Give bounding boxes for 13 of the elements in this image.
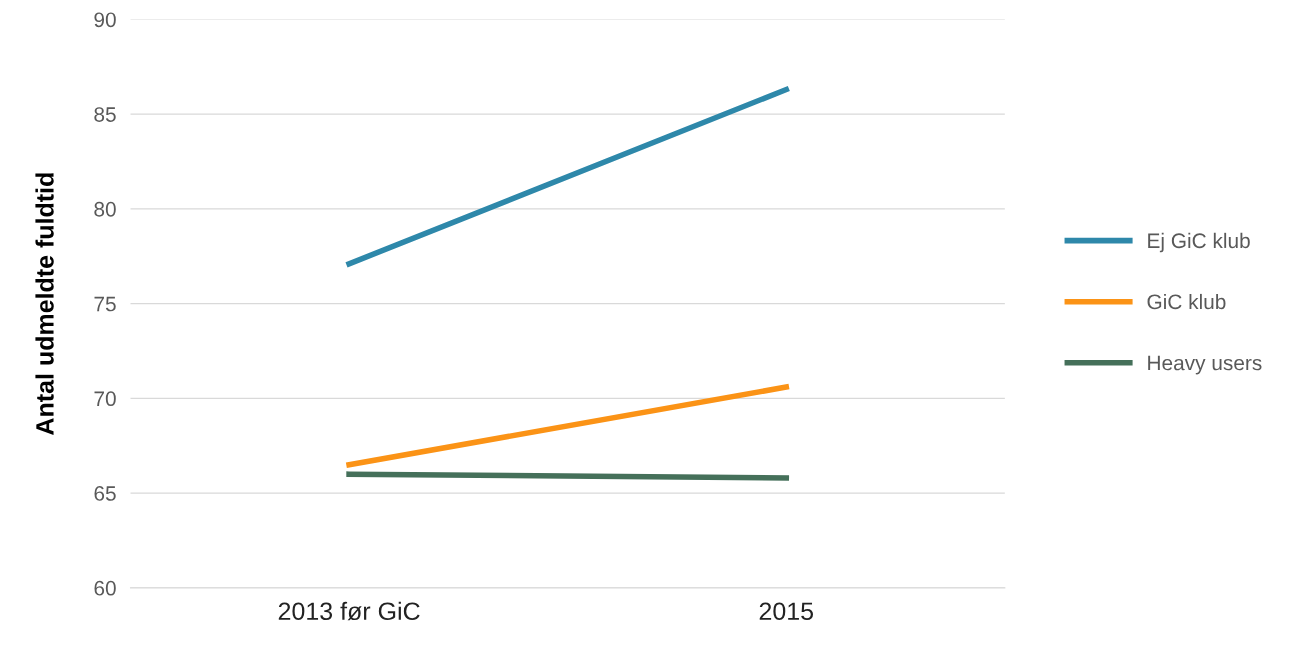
legend-label: Ej GiC klub xyxy=(1148,232,1250,253)
y-tick-label: 70 xyxy=(94,391,116,407)
y-tick-label: 75 xyxy=(94,296,116,312)
y-tick-label: 65 xyxy=(94,486,116,501)
legend-label: Heavy users xyxy=(1148,355,1262,375)
y-tick-label: 90 xyxy=(94,12,116,28)
x-tick-label: 2013 før GiC xyxy=(278,601,420,621)
y-tick-label: 85 xyxy=(94,107,116,122)
y-tick-label: 60 xyxy=(94,580,116,596)
x-tick-label: 2015 xyxy=(759,602,814,621)
y-axis-title: Antal udmeldte fuldtid xyxy=(35,173,54,435)
legend-label: GiC klub xyxy=(1147,293,1226,310)
y-tick-label: 80 xyxy=(94,201,116,217)
